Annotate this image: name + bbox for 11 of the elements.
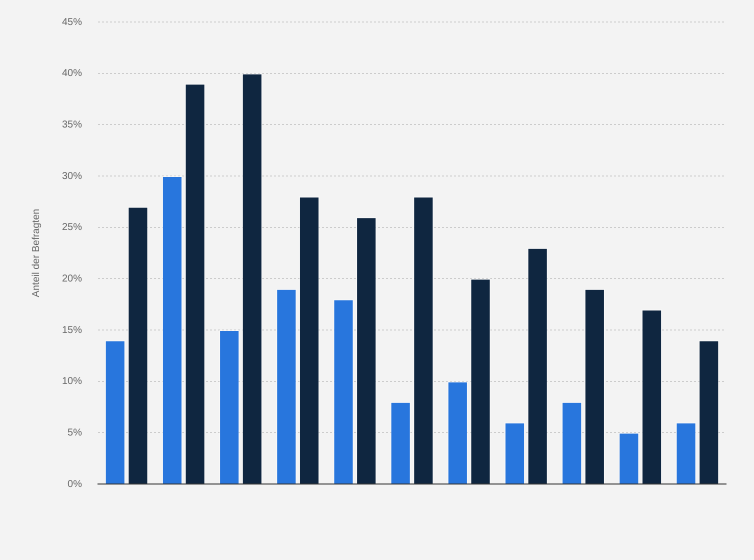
y-tick-label: 40% [62,68,82,80]
y-tick-label: 5% [68,427,82,438]
y-tick-label: 25% [62,222,82,234]
y-tick-label: 20% [62,273,82,284]
y-tick-label: 10% [62,376,82,388]
y-tick-label: 45% [62,16,82,28]
y-axis-title: Anteil der Befragten [30,208,42,298]
y-tick-label: 35% [62,119,82,130]
y-tick-label: 0% [68,478,82,490]
y-tick-label: 15% [62,324,82,336]
y-tick-label: 30% [62,170,82,182]
